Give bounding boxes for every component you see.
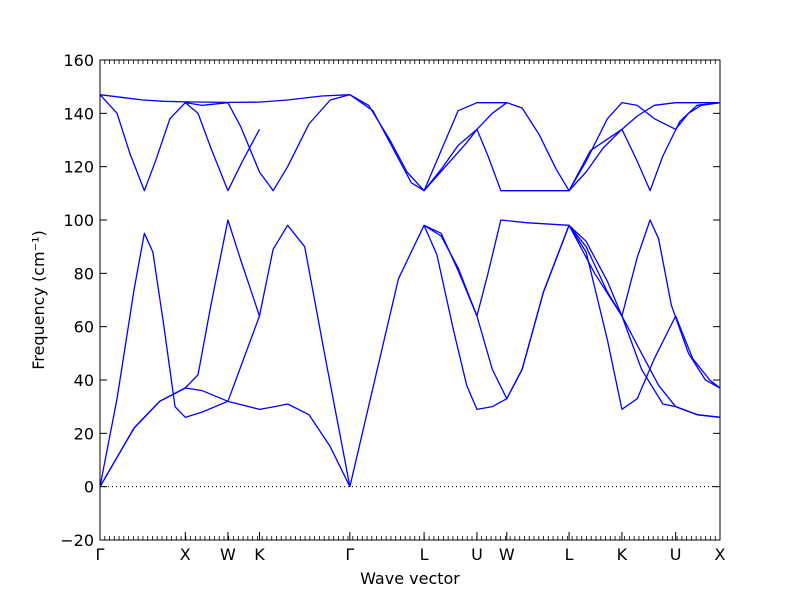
y-tick-label: 160 — [63, 51, 94, 70]
y-tick-label: 140 — [63, 104, 94, 123]
series-line-3 — [185, 94, 507, 192]
series-line-13 — [568, 225, 721, 418]
x-axis-label: Wave vector — [360, 569, 460, 588]
y-tick-label: 60 — [74, 318, 94, 337]
y-axis-label: Frequency (cm⁻¹) — [29, 230, 48, 369]
plot-frame — [99, 59, 721, 541]
x-tick-label: U — [471, 545, 483, 564]
x-tick-label: X — [715, 545, 726, 564]
series-line-10 — [423, 225, 570, 410]
y-tick-label: 100 — [63, 211, 94, 230]
y-tick-label: 0 — [84, 478, 94, 497]
x-tick-label: W — [220, 545, 236, 564]
y-tick-label: −20 — [60, 531, 94, 550]
x-tick-label: Γ — [96, 545, 105, 564]
y-tick-label: 80 — [74, 264, 94, 283]
series-line-11 — [423, 219, 721, 410]
x-tick-label: X — [180, 545, 191, 564]
x-tick-label: K — [254, 545, 265, 564]
y-tick-label: 120 — [63, 158, 94, 177]
y-tick-label: 40 — [74, 371, 94, 390]
x-tick-label: Γ — [345, 545, 354, 564]
series-line-1 — [99, 94, 720, 192]
x-tick-label: L — [565, 545, 574, 564]
series-line-8 — [99, 219, 261, 487]
x-tick-label: U — [670, 545, 682, 564]
series-line-4 — [423, 102, 721, 192]
series-line-12 — [568, 219, 721, 389]
series-layer — [99, 94, 721, 487]
plot-area — [100, 60, 720, 540]
series-line-2 — [99, 94, 261, 192]
y-tick-label: 20 — [74, 424, 94, 443]
x-tick-label: W — [499, 545, 515, 564]
series-line-6 — [99, 232, 351, 487]
series-line-5 — [568, 102, 721, 192]
x-tick-label: L — [420, 545, 429, 564]
x-tick-label: K — [617, 545, 628, 564]
